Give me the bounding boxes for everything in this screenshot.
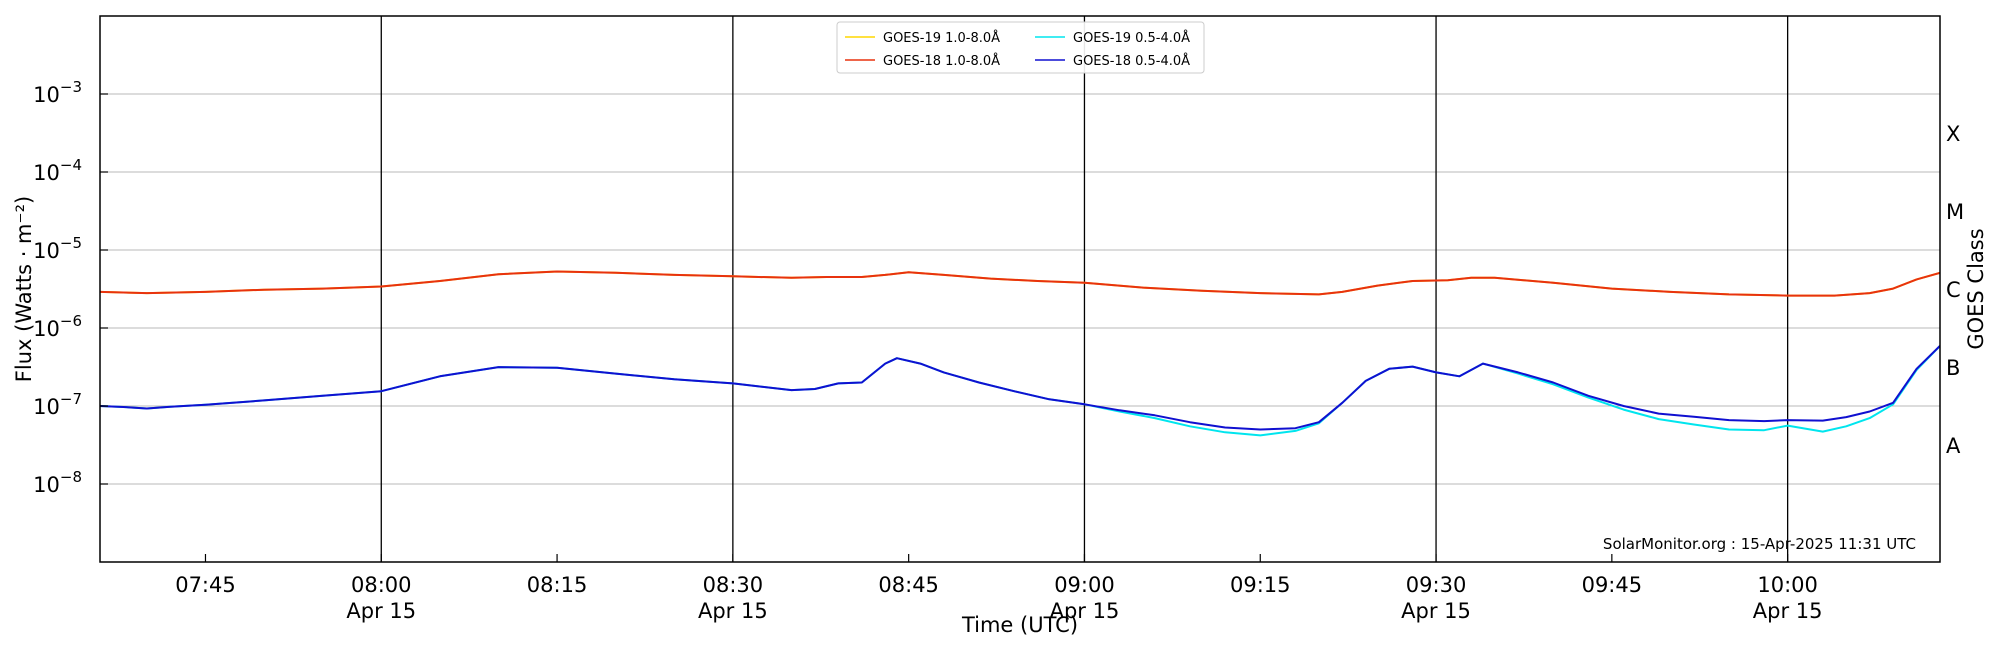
- x-tick-label-2: 08:15: [527, 573, 588, 597]
- series-line-1: [100, 270, 1940, 297]
- x-tick-label-1: 08:00: [351, 573, 412, 597]
- x-tick-label-8: 09:45: [1582, 573, 1643, 597]
- goes-class-C: C: [1946, 278, 1961, 302]
- credit-text: SolarMonitor.org : 15-Apr-2025 11:31 UTC: [1603, 535, 1916, 553]
- x-tick-label-3: 08:30: [703, 573, 764, 597]
- x-tick-date-3: Apr 15: [698, 599, 768, 623]
- y-axis-title: Flux (Watts · m⁻²): [12, 196, 36, 382]
- x-tick-label-4: 08:45: [878, 573, 939, 597]
- goes-class-X: X: [1946, 122, 1960, 146]
- x-tick-label-5: 09:00: [1054, 573, 1115, 597]
- y2-axis-title: GOES Class: [1964, 228, 1988, 349]
- legend-label-1: GOES-18 1.0-8.0Å: [883, 53, 1000, 69]
- goes-class-A: A: [1946, 434, 1961, 458]
- plot-frame: [99, 15, 1941, 563]
- x-tick-date-1: Apr 15: [346, 599, 416, 623]
- x-tick-label-9: 10:00: [1757, 573, 1818, 597]
- goes-class-M: M: [1946, 200, 1964, 224]
- grid-layer: [100, 93, 1940, 485]
- x-tick-date-7: Apr 15: [1401, 599, 1471, 623]
- x-tick-label-7: 09:30: [1406, 573, 1467, 597]
- y-tick-label-2: 10−6: [33, 312, 82, 341]
- legend: GOES-19 1.0-8.0Å GOES-18 1.0-8.0Å GOES-19 …: [836, 21, 1205, 74]
- goes-class-B: B: [1946, 356, 1960, 380]
- y-tick-label-4: 10−4: [33, 156, 82, 185]
- x-tick-date-5: Apr 15: [1050, 599, 1120, 623]
- legend-label-2: GOES-19 0.5-4.0Å: [1073, 30, 1190, 46]
- y-axis-ticks: 10−8 10−7 10−6 10−5 10−4 10−3: [33, 78, 108, 497]
- x-axis-title: Time (UTC): [961, 613, 1078, 637]
- legend-label-0: GOES-19 1.0-8.0Å: [883, 30, 1000, 46]
- goes-class-labels: A B C M X: [1946, 122, 1964, 458]
- x-tick-label-0: 07:45: [175, 573, 236, 597]
- legend-box: [836, 21, 1205, 74]
- x-tick-label-6: 09:15: [1230, 573, 1291, 597]
- x-tick-date-9: Apr 15: [1753, 599, 1823, 623]
- series-layer: [100, 270, 1940, 437]
- y-tick-label-1: 10−7: [33, 390, 82, 419]
- legend-label-3: GOES-18 0.5-4.0Å: [1073, 53, 1190, 69]
- y-tick-label-5: 10−3: [33, 78, 82, 107]
- y-tick-label-3: 10−5: [33, 234, 82, 263]
- y-tick-label-0: 10−8: [33, 468, 82, 497]
- series-line-3: [100, 345, 1940, 431]
- day-boundary-lines: [380, 16, 1789, 562]
